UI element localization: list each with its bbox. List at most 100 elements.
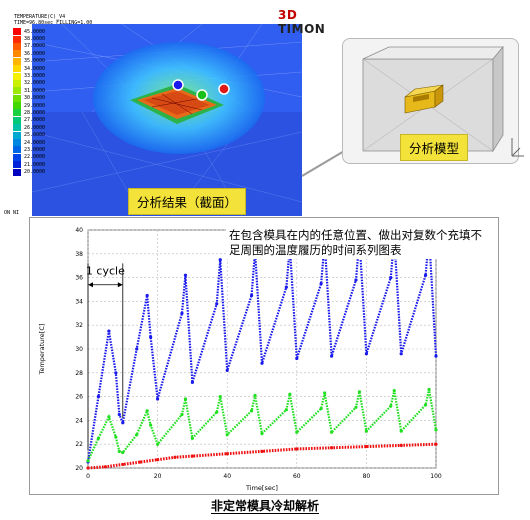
legend-value: 38.0000: [24, 36, 46, 43]
legend-row: 29.0000: [13, 102, 49, 110]
series-point: [218, 395, 222, 399]
series-point: [180, 412, 184, 417]
series-point: [319, 406, 323, 411]
legend-row: 33.0000: [13, 72, 49, 80]
y-tick-label: 30: [75, 346, 83, 353]
legend-value: 30.0000: [24, 95, 46, 102]
series-point: [399, 429, 403, 433]
legend-value: 28.0000: [24, 109, 46, 116]
legend-value: 23.0000: [24, 146, 46, 153]
series-point: [434, 354, 438, 358]
legend-row: 24.0000: [13, 139, 49, 147]
series-point: [288, 392, 292, 396]
sim-footer-label: ON NI: [4, 210, 20, 216]
legend-row: 27.0000: [13, 116, 49, 124]
cycle-arrowhead-right: [117, 282, 123, 288]
legend-row: 31.0000: [13, 87, 49, 95]
chart-annotation: 在包含模具在内的任意位置、做出对复数个充填不足周围的温度履历的时间系列图表: [226, 227, 494, 259]
x-tick-label: 60: [293, 473, 301, 480]
probe-markers: [172, 79, 230, 101]
y-tick-label: 38: [75, 251, 83, 258]
series-point: [107, 329, 111, 333]
series-point: [114, 435, 118, 439]
model-image: [362, 45, 504, 153]
figure-caption-text: 非定常模具冷却解析: [210, 499, 319, 514]
series-point: [357, 390, 362, 394]
legend-swatch: [13, 109, 21, 117]
series-point: [145, 293, 149, 298]
legend-swatch: [13, 50, 21, 58]
sim-header-line2: TIME=96.80sec FILLING=1.00: [14, 20, 93, 26]
legend-swatch: [13, 79, 21, 87]
legend-row: 28.0000: [13, 109, 49, 117]
series-point: [399, 443, 403, 447]
legend-row: 22.0000: [13, 153, 49, 161]
series-point: [121, 421, 125, 425]
series-point: [190, 454, 194, 458]
series-point: [295, 447, 299, 451]
legend-value: 27.0000: [24, 117, 46, 124]
model-caption: 分析模型: [400, 134, 469, 161]
legend-swatch: [13, 153, 21, 161]
series-point: [330, 430, 334, 434]
legend-swatch: [13, 72, 21, 80]
legend-swatch: [13, 161, 21, 169]
series-point: [389, 404, 393, 408]
series-line: [87, 442, 437, 470]
series-point: [190, 380, 194, 384]
legend-value: 35.0000: [24, 58, 46, 65]
series-point: [249, 409, 254, 413]
legend-swatch: [13, 57, 21, 65]
legend-row: 26.0000: [13, 124, 49, 132]
series-point: [249, 293, 254, 298]
series-point: [364, 352, 368, 356]
legend-value: 21.0000: [24, 161, 46, 168]
legend-row: 36.0000: [13, 50, 49, 58]
series-point: [107, 415, 111, 419]
legend-row: 23.0000: [13, 146, 49, 154]
legend-value: 24.0000: [24, 139, 46, 146]
figure-caption: 非定常模具冷却解析: [0, 497, 530, 514]
series-point: [253, 393, 257, 398]
simulation-result-panel: TEMPERATURE(C)_V4 TIME=96.80sec FILLING=…: [2, 2, 332, 217]
legend-row: 38.0000: [13, 35, 49, 43]
y-tick-label: 24: [75, 417, 83, 424]
legend-swatch: [13, 168, 21, 176]
legend-swatch: [13, 65, 21, 73]
series-point: [156, 442, 160, 446]
series-point: [260, 449, 264, 453]
series-point: [215, 302, 219, 306]
series-point: [330, 354, 334, 358]
series-point: [156, 458, 160, 462]
series-point: [103, 465, 107, 469]
legend-value: 33.0000: [24, 73, 46, 80]
y-tick-label: 36: [75, 275, 83, 282]
legend-row: 30.0000: [13, 94, 49, 102]
series-point: [190, 436, 194, 440]
series-point: [295, 356, 299, 361]
series-point: [149, 335, 153, 339]
series-point: [117, 412, 121, 417]
temperature-legend: 45.0000 38.0000 37.0000 36.0000 35.0000 34.00…: [13, 28, 49, 176]
series-point: [215, 410, 219, 414]
legend-value: 26.0000: [24, 124, 46, 131]
series-point: [284, 285, 288, 289]
probe-marker-red: [218, 83, 230, 95]
series-point: [96, 395, 101, 399]
series-point: [434, 442, 438, 446]
x-tick-label: 100: [430, 473, 442, 480]
series-point: [225, 368, 229, 373]
legend-row: 25.0000: [13, 131, 49, 139]
sim-caption: 分析结果（截面）: [128, 188, 247, 215]
series-point: [135, 347, 139, 351]
series-point: [183, 397, 188, 401]
series-point: [86, 466, 90, 470]
legend-row: 35.0000: [13, 57, 49, 65]
series-point: [135, 433, 139, 437]
legend-swatch: [13, 35, 21, 43]
series-point: [434, 428, 438, 432]
brand-prefix: 3D: [278, 8, 298, 22]
legend-swatch: [13, 146, 21, 154]
x-axis-label: Time[sec]: [245, 484, 278, 492]
legend-value: 45.0000: [24, 28, 46, 35]
